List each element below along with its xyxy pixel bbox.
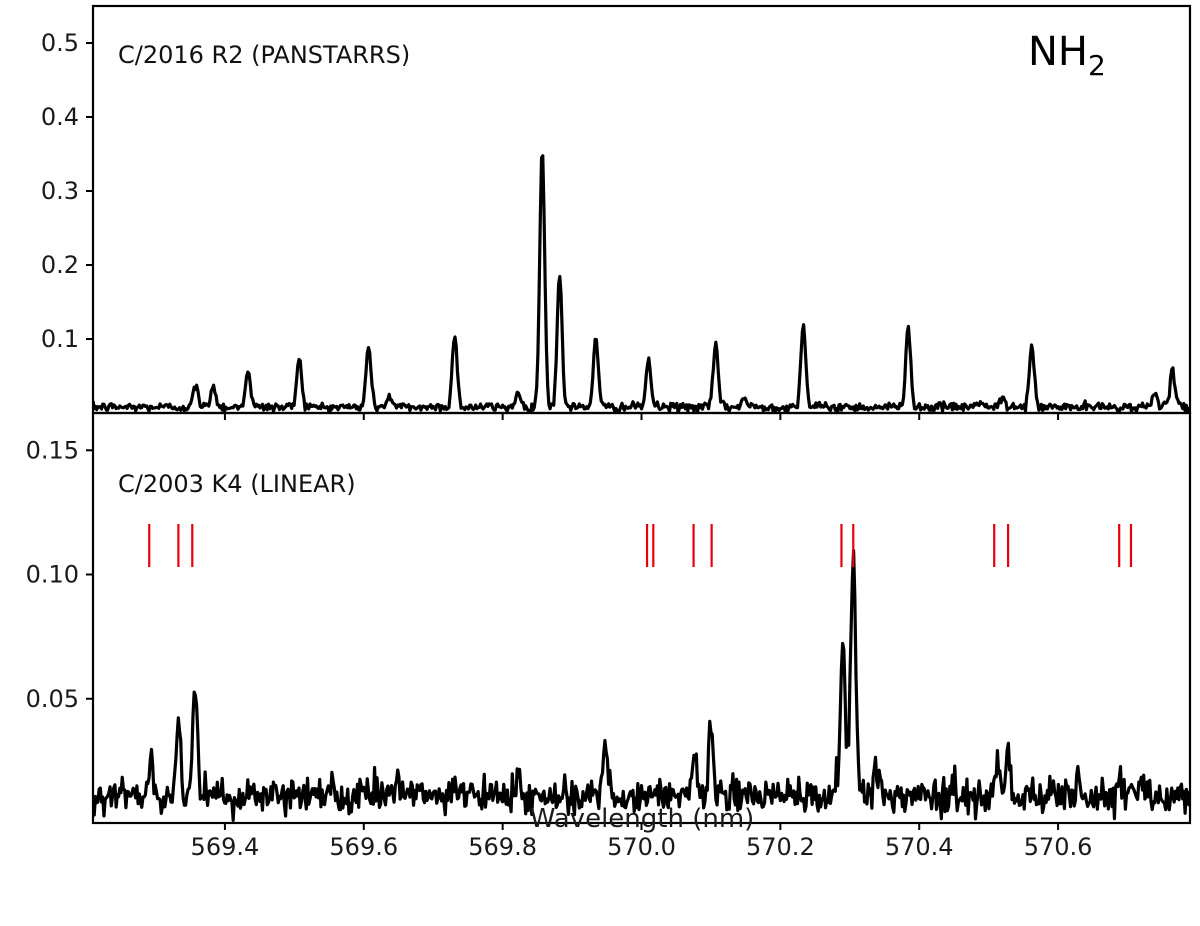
y-tick-label-0-0: 0.1	[41, 325, 79, 353]
y-tick-label-0-2: 0.3	[41, 177, 79, 205]
y-tick-label-0-1: 0.2	[41, 251, 79, 279]
panel-bottom: C/2003 K4 (LINEAR) 0.05 0.10 0.15	[26, 411, 1192, 830]
x-axis-title: Wavelength (nm)	[530, 804, 755, 834]
panel-top-label: C/2016 R2 (PANSTARRS)	[118, 41, 410, 69]
panel-frame-1	[91, 411, 1192, 825]
x-tick-label-4: 570.2	[746, 833, 815, 861]
y-tick-label-0-3: 0.4	[41, 103, 79, 131]
spectrum-line-0	[93, 154, 1190, 413]
y-tick-label-1-1: 0.10	[26, 561, 79, 589]
panel-top: C/2016 R2 (PANSTARRS) NH2 0.1 0.2 0.3 0.4 0.…	[41, 4, 1192, 420]
y-tick-label-1-0: 0.05	[26, 685, 79, 713]
x-tick-label-0: 569.4	[191, 833, 260, 861]
species-label: NH2	[1028, 29, 1106, 82]
x-tick-label-2: 569.8	[468, 833, 537, 861]
x-tick-label-5: 570.4	[885, 833, 954, 861]
species-label-main: NH	[1028, 29, 1088, 75]
spectrum-line-1	[93, 549, 1190, 822]
x-tick-label-1: 569.6	[329, 833, 398, 861]
species-label-subscript: 2	[1088, 49, 1106, 82]
y-tick-label-0-4: 0.5	[41, 29, 79, 57]
x-tick-label-6: 570.6	[1024, 833, 1093, 861]
y-tick-label-1-2: 0.15	[26, 436, 79, 464]
x-tick-label-3: 570.0	[607, 833, 676, 861]
panel-bottom-label: C/2003 K4 (LINEAR)	[118, 470, 356, 498]
